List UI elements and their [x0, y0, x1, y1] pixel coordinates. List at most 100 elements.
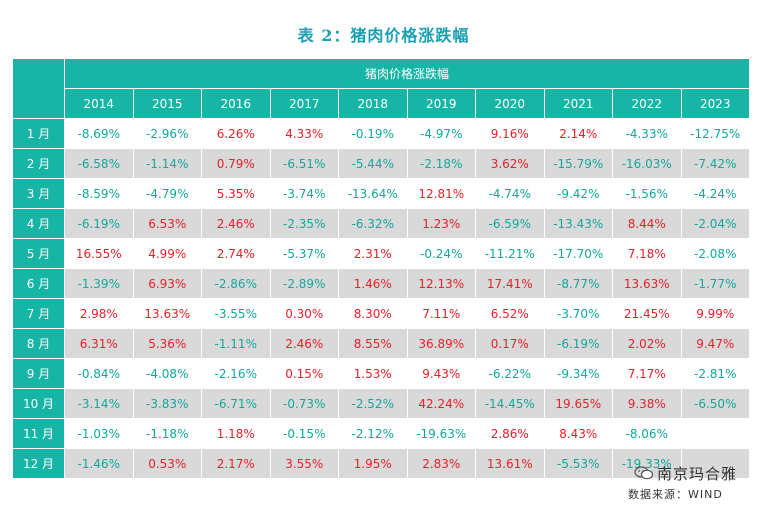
value-cell: -14.45% — [475, 388, 545, 419]
value-cell: 8.55% — [338, 328, 408, 359]
value-cell: -8.59% — [64, 178, 134, 209]
value-cell: 6.53% — [132, 208, 202, 239]
table-title: 表 2：猪肉价格涨跌幅 — [297, 26, 470, 45]
value-cell: -2.86% — [201, 268, 271, 299]
value-cell: 0.15% — [269, 358, 339, 389]
value-cell: 9.99% — [680, 298, 750, 329]
year-header: 2017 — [269, 88, 339, 119]
pork-price-table: 猪肉价格涨跌幅 2014 2015 2016 2017 2018 2019 2020 2021… — [12, 58, 750, 479]
value-cell: 8.30% — [338, 298, 408, 329]
value-cell: 1.18% — [201, 418, 271, 449]
table-row: 6 月 -1.39% 6.93% -2.86% -2.89% 1.46% 12.13% 17.… — [12, 268, 750, 299]
value-cell: -5.37% — [269, 238, 339, 269]
table-row: 9 月 -0.84% -4.08% -2.16% 0.15% 1.53% 9.43% -6.2… — [12, 358, 750, 389]
value-cell: -3.83% — [132, 388, 202, 419]
value-cell: -13.43% — [543, 208, 613, 239]
value-cell: 36.89% — [406, 328, 476, 359]
wechat-icon — [634, 466, 654, 480]
value-cell: 4.33% — [269, 118, 339, 149]
value-cell: 42.24% — [406, 388, 476, 419]
value-cell: 12.13% — [406, 268, 476, 299]
value-cell: -2.16% — [201, 358, 271, 389]
value-cell: 7.11% — [406, 298, 476, 329]
value-cell: 2.14% — [543, 118, 613, 149]
value-cell: -0.19% — [338, 118, 408, 149]
value-cell: -1.46% — [64, 448, 134, 479]
value-cell: 3.55% — [269, 448, 339, 479]
year-header: 2018 — [338, 88, 408, 119]
month-label: 4 月 — [12, 208, 65, 239]
value-cell: 13.63% — [612, 268, 682, 299]
table-row: 1 月 -8.69% -2.96% 6.26% 4.33% -0.19% -4.97% 9.1… — [12, 118, 750, 149]
table-row: 4 月 -6.19% 6.53% 2.46% -2.35% -6.32% 1.23% -6.5… — [12, 208, 750, 239]
value-cell: 1.53% — [338, 358, 408, 389]
value-cell: -1.14% — [132, 148, 202, 179]
value-cell: -11.21% — [475, 238, 545, 269]
year-header: 2014 — [64, 88, 134, 119]
value-cell: -3.14% — [64, 388, 134, 419]
table-row: 2 月 -6.58% -1.14% 0.79% -6.51% -5.44% -2.18% 3.… — [12, 148, 750, 179]
value-cell: 2.46% — [201, 208, 271, 239]
value-cell: -7.42% — [680, 148, 750, 179]
value-cell: -2.35% — [269, 208, 339, 239]
value-cell: -1.56% — [612, 178, 682, 209]
month-label: 8 月 — [12, 328, 65, 359]
value-cell: -6.22% — [475, 358, 545, 389]
year-header-row: 2014 2015 2016 2017 2018 2019 2020 2021 2022 2023 — [13, 88, 750, 119]
year-header: 2015 — [132, 88, 202, 119]
value-cell: -6.32% — [338, 208, 408, 239]
value-cell: 2.17% — [201, 448, 271, 479]
value-cell: 7.18% — [612, 238, 682, 269]
value-cell: 5.35% — [201, 178, 271, 209]
value-cell: 9.16% — [475, 118, 545, 149]
value-cell: -9.34% — [543, 358, 613, 389]
value-cell: 1.95% — [338, 448, 408, 479]
value-cell: -3.55% — [201, 298, 271, 329]
value-cell: 2.02% — [612, 328, 682, 359]
value-cell: -6.50% — [680, 388, 750, 419]
value-cell: 6.31% — [64, 328, 134, 359]
value-cell: -4.74% — [475, 178, 545, 209]
value-cell: 0.30% — [269, 298, 339, 329]
value-cell: -2.04% — [680, 208, 750, 239]
value-cell: -2.89% — [269, 268, 339, 299]
year-header: 2023 — [680, 88, 750, 119]
value-cell: -6.58% — [64, 148, 134, 179]
value-cell: -0.15% — [269, 418, 339, 449]
value-cell: 2.74% — [201, 238, 271, 269]
month-label: 2 月 — [12, 148, 65, 179]
value-cell: -4.33% — [612, 118, 682, 149]
value-cell: 1.23% — [406, 208, 476, 239]
value-cell: 2.86% — [475, 418, 545, 449]
table-row: 7 月 2.98% 13.63% -3.55% 0.30% 8.30% 7.11% 6.52%… — [12, 298, 750, 329]
value-cell: -12.75% — [680, 118, 750, 149]
year-header: 2022 — [612, 88, 682, 119]
value-cell: 0.79% — [201, 148, 271, 179]
value-cell: -15.79% — [543, 148, 613, 179]
value-cell: 2.31% — [338, 238, 408, 269]
value-cell: 6.26% — [201, 118, 271, 149]
value-cell: -2.08% — [680, 238, 750, 269]
value-cell: 8.44% — [612, 208, 682, 239]
value-cell: 19.65% — [543, 388, 613, 419]
month-label: 11 月 — [12, 418, 65, 449]
value-cell: 7.17% — [612, 358, 682, 389]
value-cell: -9.42% — [543, 178, 613, 209]
value-cell: 2.83% — [406, 448, 476, 479]
value-cell: -13.64% — [338, 178, 408, 209]
corner-cell — [12, 58, 65, 119]
table-row: 3 月 -8.59% -4.79% 5.35% -3.74% -13.64% 12.81% -… — [12, 178, 750, 209]
value-cell: 0.17% — [475, 328, 545, 359]
value-cell: -1.11% — [201, 328, 271, 359]
value-cell: 13.63% — [132, 298, 202, 329]
data-source: 数据来源：WIND — [628, 488, 723, 501]
table-row: 5 月 16.55% 4.99% 2.74% -5.37% 2.31% -0.24% -11.… — [12, 238, 750, 269]
watermark-text: 南京玛合雅 — [657, 464, 738, 483]
table-row: 11 月 -1.03% -1.18% 1.18% -0.15% -2.12% -19.63%… — [12, 418, 750, 449]
month-label: 10 月 — [12, 388, 65, 419]
value-cell — [680, 418, 750, 449]
month-label: 6 月 — [12, 268, 65, 299]
value-cell: -1.03% — [64, 418, 134, 449]
super-header: 猪肉价格涨跌幅 — [64, 58, 750, 89]
value-cell: 5.36% — [132, 328, 202, 359]
